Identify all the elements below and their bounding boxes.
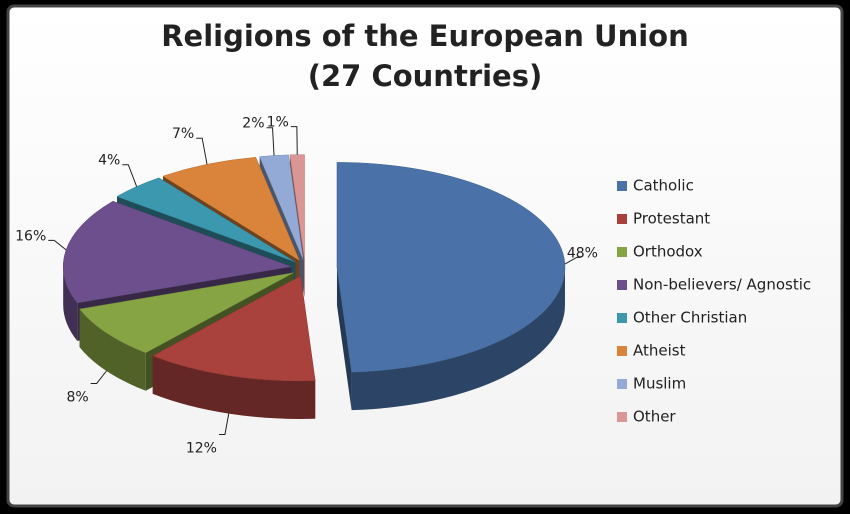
chart-subtitle: (27 Countries) <box>308 59 543 93</box>
legend: Catholic Protestant Orthodox Non-believers/… <box>617 177 811 426</box>
legend-label: Atheist <box>633 342 686 360</box>
leader-line <box>90 370 107 384</box>
leader-line <box>218 413 230 436</box>
legend-swatch <box>617 379 627 389</box>
legend-label: Other <box>633 408 676 426</box>
leader-line <box>122 164 138 187</box>
slice-side <box>351 267 565 411</box>
slice <box>79 272 294 354</box>
data-label: 16% <box>15 228 46 244</box>
pie: 48% 12% 8% 16% 4% 7% 2% 1% <box>15 115 598 457</box>
slice-side <box>152 355 316 419</box>
legend-swatch <box>617 181 627 191</box>
slice <box>336 162 566 373</box>
leader-line <box>290 126 298 155</box>
slice-side <box>79 309 146 391</box>
leader-line <box>266 127 275 156</box>
leader-line <box>564 256 581 265</box>
leader-line <box>48 239 67 251</box>
legend-swatch <box>617 412 627 422</box>
chart-title: Religions of the European Union <box>161 19 689 53</box>
data-label: 48% <box>567 245 598 261</box>
legend-label: Non-believers/ Agnostic <box>633 276 811 294</box>
slice <box>116 177 296 263</box>
data-label: 2% <box>242 116 264 132</box>
legend-swatch <box>617 280 627 290</box>
slice-cut-face <box>336 267 352 411</box>
legend-label: Orthodox <box>633 243 703 261</box>
data-label: 1% <box>267 115 289 131</box>
slice <box>63 200 293 304</box>
data-label: 8% <box>66 389 88 405</box>
legend-label: Muslim <box>633 375 686 393</box>
data-label: 12% <box>186 441 217 457</box>
legend-swatch <box>617 313 627 323</box>
data-label: 7% <box>172 126 194 142</box>
slice <box>162 156 300 261</box>
legend-swatch <box>617 346 627 356</box>
data-label: 4% <box>98 153 120 169</box>
legend-label: Other Christian <box>633 309 747 327</box>
legend-label: Catholic <box>633 177 694 195</box>
legend-swatch <box>617 247 627 257</box>
legend-label: Protestant <box>633 210 710 228</box>
slice <box>259 154 304 260</box>
slice <box>152 275 316 382</box>
leader-line <box>196 137 208 165</box>
legend-swatch <box>617 214 627 224</box>
